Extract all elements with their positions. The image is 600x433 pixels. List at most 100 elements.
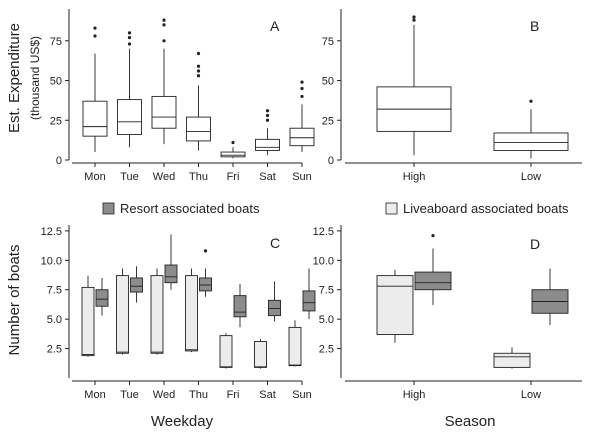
panel-b-letter: B	[530, 18, 539, 34]
panel-a-xtick-label: Sun	[292, 171, 312, 183]
box-iqr	[185, 275, 198, 352]
panel-c-xtick-label: Tue	[120, 389, 139, 401]
panel-b-xtick-label: High	[403, 171, 426, 183]
panel-a-expenditure-by-weekday: 0 25 50 75 Mon Tue Wed Thu Fri Sat Sun	[50, 9, 315, 183]
box-iqr	[82, 100, 108, 137]
box-iqr	[268, 299, 281, 317]
panel-d-ytick-label: 12.5	[313, 226, 334, 238]
panel-c-ytick-label: 7.5	[47, 285, 62, 297]
panel-d-xtick-label: Low	[521, 389, 541, 401]
box-iqr	[254, 341, 267, 368]
outlier-point	[265, 113, 270, 118]
panel-a-xtick-label: Fri	[227, 171, 240, 183]
panel-b-ytick-label: 0	[328, 155, 334, 167]
box-iqr	[255, 138, 280, 151]
panel-c-box-tue-liveaboard	[116, 268, 129, 355]
box-iqr	[151, 95, 177, 129]
panel-d-xlabel: Season	[445, 413, 496, 430]
outlier-point	[162, 23, 166, 27]
box-iqr	[493, 132, 569, 151]
box-iqr	[302, 290, 316, 312]
panel-c-ytick-label: 2.5	[47, 344, 62, 356]
panel-a-xtick-label: Thu	[189, 171, 208, 183]
panel-c-box-thu-liveaboard	[185, 268, 198, 353]
outlier-point	[93, 26, 97, 30]
outlier-point	[300, 94, 304, 99]
box-iqr	[220, 151, 246, 158]
panel-c-box-fri-resort	[233, 283, 247, 328]
panel-a-ytick-label: 75	[50, 36, 62, 48]
outlier-point	[265, 118, 270, 122]
panel-a-box-tue	[117, 31, 142, 148]
panel-a-xtick-label: Wed	[153, 171, 175, 183]
panel-c-boats-by-weekday: 2.5 5.0 7.5 10.0 12.5 Mon Tue Wed Thu Fri Sat Sun	[41, 225, 316, 401]
panel-b-expenditure-by-season: 0 25 50 75 High Low	[322, 9, 582, 183]
legend-resort: Resort associated boats	[102, 201, 260, 216]
outlier-point	[300, 86, 304, 91]
panel-a-xtick-label: Tue	[120, 171, 139, 183]
panel-c-box-sun-resort	[302, 268, 316, 320]
box-iqr	[186, 116, 211, 142]
panel-d-box-high-resort	[414, 233, 452, 306]
panel-a-box-sun	[289, 80, 315, 153]
outlier-point	[127, 31, 132, 35]
panel-d-letter: D	[530, 236, 540, 252]
box-iqr	[117, 99, 142, 136]
panel-c-ytick-label: 10.0	[41, 255, 62, 267]
box-iqr	[95, 289, 109, 307]
panel-b-xtick-label: Low	[521, 171, 541, 183]
outlier-point	[196, 51, 201, 56]
panel-c-xtick-label: Sat	[259, 389, 276, 401]
panel-d-ytick-label: 7.5	[319, 285, 334, 297]
box-iqr	[81, 286, 95, 357]
panel-d-ytick-label: 5.0	[319, 314, 334, 326]
panel-c-box-sat-liveaboard	[254, 339, 267, 369]
panel-a-letter: A	[270, 18, 280, 34]
panel-c-box-fri-liveaboard	[219, 333, 233, 369]
panel-a-ylabel-sub: (thousand US$)	[28, 36, 42, 120]
outlier-point	[231, 140, 235, 145]
panel-c-xtick-label: Thu	[189, 389, 208, 401]
box-iqr	[150, 275, 164, 354]
panel-d-box-low-liveaboard	[493, 347, 531, 369]
outlier-point	[196, 64, 201, 68]
box-iqr	[164, 264, 178, 284]
panel-c-box-sun-liveaboard	[288, 320, 302, 367]
outlier-point	[265, 109, 270, 113]
outlier-point	[529, 99, 533, 103]
panel-b-ytick-label: 25	[322, 115, 334, 127]
panel-c-box-mon-resort	[95, 277, 109, 316]
panel-a-box-thu	[186, 51, 211, 151]
legend-resort-swatch	[102, 202, 115, 215]
panel-c-xtick-label: Wed	[153, 389, 175, 401]
panel-c-box-mon-liveaboard	[81, 275, 95, 357]
legend-liveaboard-label: Liveaboard associated boats	[403, 201, 569, 216]
outlier-point	[162, 18, 166, 22]
panel-d-ytick-label: 2.5	[319, 344, 334, 356]
box-iqr	[199, 277, 212, 292]
panel-a-box-mon	[82, 26, 108, 153]
panel-c-box-wed-resort	[164, 234, 178, 290]
panel-c-ylabel: Number of boats	[6, 245, 23, 356]
panel-c-ytick-label: 12.5	[41, 226, 62, 238]
box-iqr	[288, 326, 302, 367]
panel-d-box-low-resort	[531, 268, 569, 326]
panel-a-box-wed	[151, 18, 177, 145]
outlier-point	[300, 80, 304, 84]
panel-b-box-high	[376, 15, 452, 156]
box-iqr	[219, 335, 233, 368]
outlier-point	[431, 233, 435, 238]
outlier-point	[162, 39, 166, 43]
outlier-point	[127, 42, 132, 46]
box-iqr	[130, 277, 143, 293]
panel-b-box-low	[493, 99, 569, 159]
panel-a-ytick-label: 0	[56, 155, 62, 167]
box-iqr	[289, 127, 315, 147]
panel-c-box-sat-resort	[268, 281, 281, 322]
panel-b-ytick-label: 50	[322, 76, 334, 88]
box-iqr	[414, 271, 452, 291]
panel-a-ytick-label: 25	[50, 115, 62, 127]
panel-a-ylabel: Est. Expenditure	[6, 23, 23, 133]
outlier-point	[412, 18, 416, 22]
